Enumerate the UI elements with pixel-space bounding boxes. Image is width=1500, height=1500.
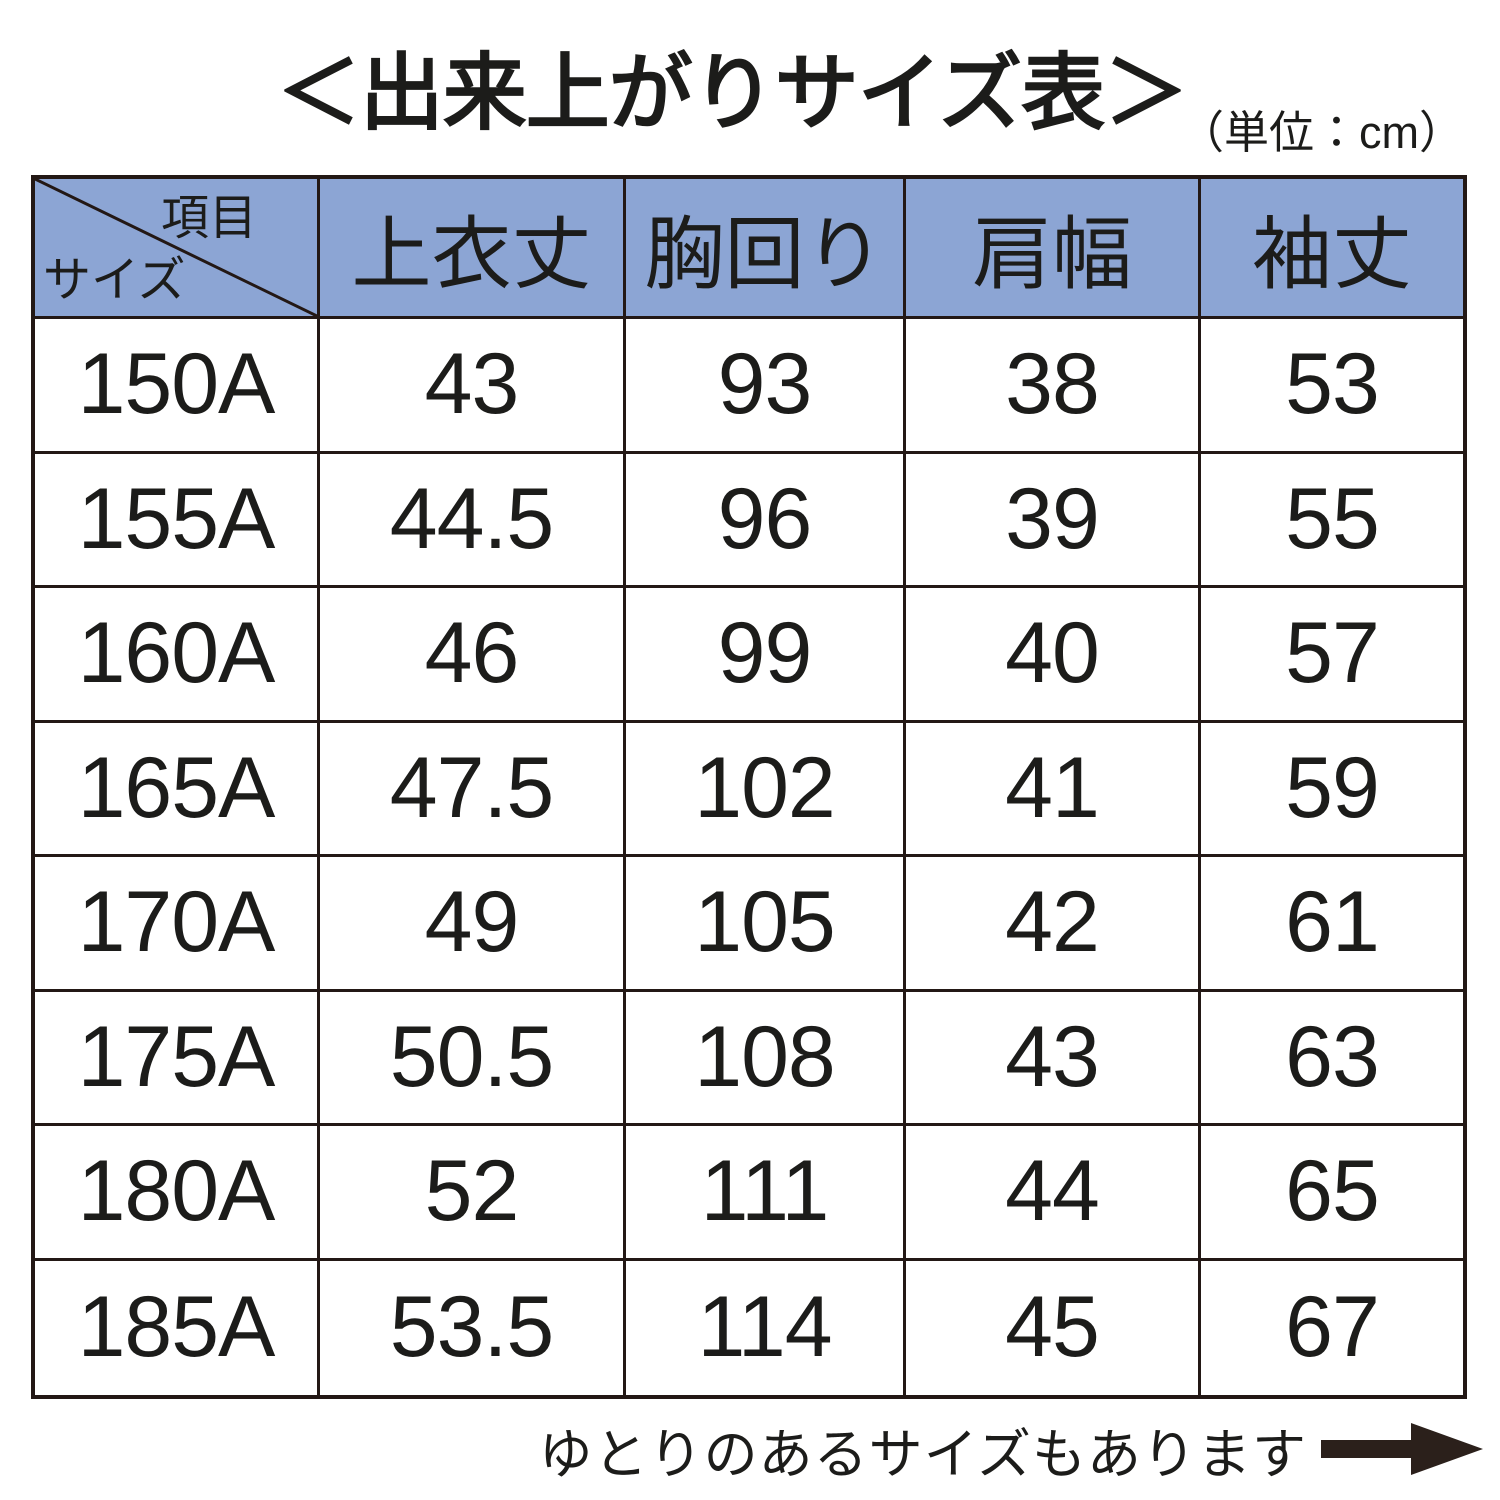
value-cell-shoulder: 45 — [906, 1260, 1201, 1395]
value-cell-top-length: 47.5 — [320, 722, 626, 857]
value-cell-chest: 108 — [626, 991, 906, 1126]
value-cell-top-length: 50.5 — [320, 991, 626, 1126]
size-row-label: 180A — [35, 1126, 320, 1261]
value-cell-shoulder: 44 — [906, 1126, 1201, 1261]
value-cell-top-length: 52 — [320, 1126, 626, 1261]
value-cell-sleeve: 53 — [1201, 319, 1463, 454]
value-cell-sleeve: 57 — [1201, 588, 1463, 723]
value-cell-chest: 96 — [626, 453, 906, 588]
value-cell-top-length: 46 — [320, 588, 626, 723]
size-row-label: 185A — [35, 1260, 320, 1395]
value-cell-shoulder: 40 — [906, 588, 1201, 723]
value-cell-chest: 111 — [626, 1126, 906, 1261]
column-header-sleeve: 袖丈 — [1201, 179, 1463, 319]
value-cell-chest: 93 — [626, 319, 906, 454]
value-cell-top-length: 53.5 — [320, 1260, 626, 1395]
size-row-label: 150A — [35, 319, 320, 454]
value-cell-shoulder: 38 — [906, 319, 1201, 454]
value-cell-sleeve: 65 — [1201, 1126, 1463, 1261]
size-row-label: 170A — [35, 857, 320, 992]
right-arrow-icon — [1321, 1423, 1483, 1475]
size-row-label: 155A — [35, 453, 320, 588]
value-cell-sleeve: 61 — [1201, 857, 1463, 992]
unit-note: （単位：cm） — [1179, 107, 1464, 158]
value-cell-shoulder: 39 — [906, 453, 1201, 588]
size-row-label: 160A — [35, 588, 320, 723]
footer-note: ゆとりのあるサイズもあります — [538, 1424, 1307, 1485]
value-cell-chest: 99 — [626, 588, 906, 723]
footer: ゆとりのあるサイズもあります — [539, 1413, 1483, 1485]
page-title: ＜出来上がりサイズ表＞ — [276, 46, 1188, 140]
value-cell-sleeve: 55 — [1201, 454, 1463, 588]
value-cell-sleeve: 63 — [1201, 992, 1463, 1126]
diagonal-divider-line — [35, 179, 317, 316]
value-cell-shoulder: 41 — [906, 722, 1201, 857]
value-cell-top-length: 44.5 — [320, 453, 626, 588]
column-header-chest: 胸回り — [626, 179, 906, 319]
size-table: 項目 サイズ 上衣丈 胸回り 肩幅 袖丈 150A 43 93 38 53 15… — [31, 175, 1467, 1399]
value-cell-chest: 105 — [626, 857, 906, 992]
value-cell-top-length: 49 — [320, 857, 626, 992]
corner-item-label: 項目 — [160, 192, 257, 245]
corner-header-cell: 項目 サイズ — [35, 179, 320, 319]
value-cell-chest: 102 — [626, 722, 906, 857]
size-row-label: 165A — [35, 722, 320, 857]
value-cell-sleeve: 67 — [1285, 1279, 1380, 1376]
value-cell-shoulder: 42 — [906, 857, 1201, 992]
size-row-label: 175A — [35, 991, 320, 1126]
value-cell-shoulder: 43 — [906, 991, 1201, 1126]
column-header-shoulder: 肩幅 — [906, 179, 1201, 319]
corner-size-label: サイズ — [43, 254, 186, 308]
column-header-top-length: 上衣丈 — [320, 179, 626, 319]
value-cell-chest: 114 — [626, 1260, 906, 1395]
value-cell-top-length: 43 — [320, 319, 626, 454]
value-cell-sleeve: 59 — [1201, 723, 1463, 857]
